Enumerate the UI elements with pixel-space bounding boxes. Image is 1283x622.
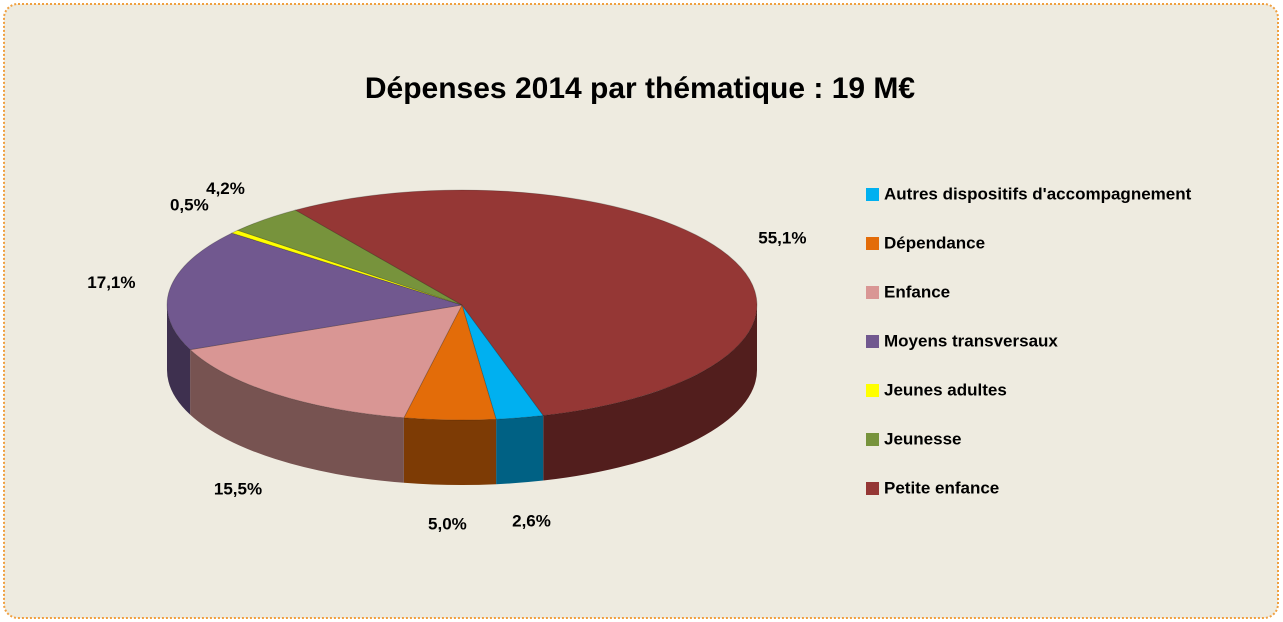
data-label: 4,2% [206, 179, 245, 198]
legend-label: Petite enfance [884, 478, 999, 497]
legend-swatch [866, 482, 879, 495]
data-label: 17,1% [87, 273, 135, 292]
data-label: 5,0% [428, 515, 467, 534]
legend-label: Dépendance [884, 233, 985, 252]
pie-slice-side [403, 417, 497, 485]
legend-label: Autres dispositifs d'accompagnement [884, 184, 1192, 203]
legend-swatch [866, 433, 879, 446]
chart-title: Dépenses 2014 par thématique : 19 M€ [365, 72, 916, 105]
pie-slice [461, 304, 545, 420]
legend-label: Jeunes adultes [884, 380, 1007, 399]
data-label: 2,6% [512, 512, 551, 531]
pie-slice-side [167, 305, 191, 415]
legend-swatch [866, 237, 879, 250]
pie-slice [166, 232, 463, 351]
legend-label: Moyens transversaux [884, 331, 1058, 350]
pie-slice [294, 189, 758, 416]
legend-label: Jeunesse [884, 429, 962, 448]
pie-slice [230, 229, 463, 306]
legend-swatch [866, 384, 879, 397]
pie-slice [403, 303, 497, 421]
legend-label: Enfance [884, 282, 950, 301]
pie-slice [236, 209, 463, 306]
pie-slice-side [543, 305, 757, 481]
data-label: 55,1% [758, 228, 806, 247]
data-label: 15,5% [214, 480, 262, 499]
legend-swatch [866, 286, 879, 299]
legend-swatch [866, 188, 879, 201]
pie-slice-side [496, 415, 544, 485]
legend-swatch [866, 335, 879, 348]
data-label: 0,5% [170, 195, 209, 214]
pie-slice-side [190, 349, 404, 483]
pie-slice [189, 304, 463, 419]
